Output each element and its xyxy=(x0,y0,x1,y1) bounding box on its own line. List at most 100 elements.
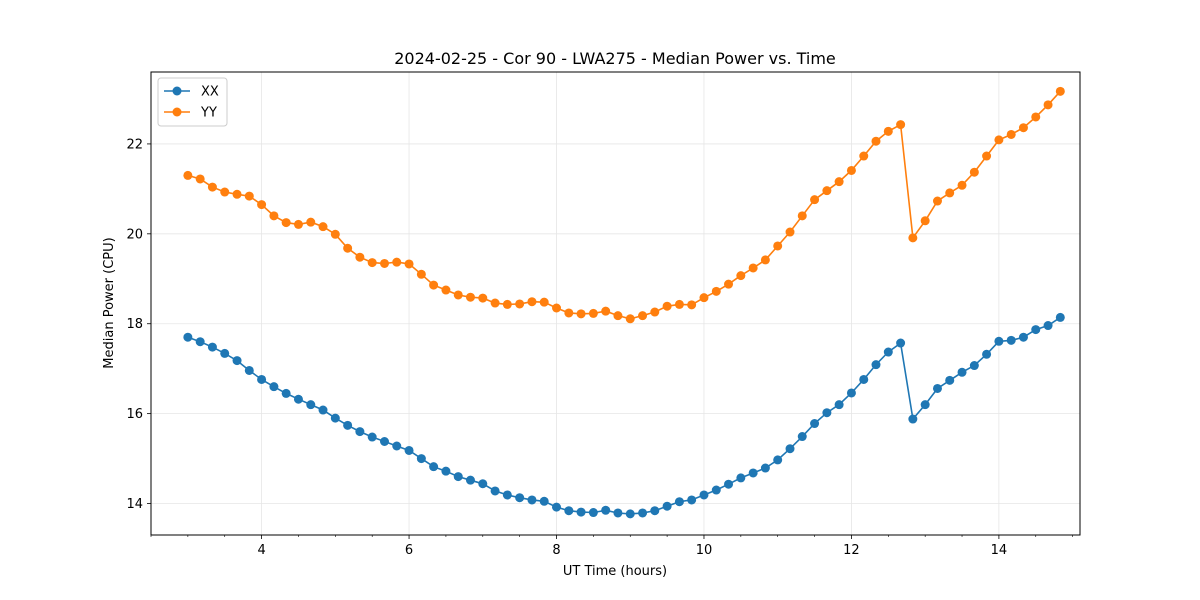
data-point-yy xyxy=(306,217,316,227)
legend-marker-yy xyxy=(172,107,182,117)
data-point-xx xyxy=(392,441,402,451)
data-point-yy xyxy=(367,258,377,268)
x-tick-label: 14 xyxy=(991,543,1008,558)
data-point-xx xyxy=(1018,332,1028,342)
data-point-yy xyxy=(810,195,820,205)
data-point-xx xyxy=(724,479,734,489)
x-tick-label: 4 xyxy=(257,543,265,558)
data-point-yy xyxy=(748,263,758,273)
data-point-yy xyxy=(1043,100,1053,110)
data-point-xx xyxy=(183,332,193,342)
data-point-xx xyxy=(257,374,267,384)
data-point-xx xyxy=(662,501,672,511)
data-point-xx xyxy=(957,367,967,377)
data-point-yy xyxy=(638,311,648,321)
data-point-xx xyxy=(416,454,426,464)
data-point-yy xyxy=(465,292,475,302)
data-point-yy xyxy=(257,200,267,210)
data-point-xx xyxy=(883,347,893,357)
data-point-yy xyxy=(662,301,672,311)
data-point-xx xyxy=(1055,312,1065,322)
data-point-yy xyxy=(822,186,832,196)
data-point-yy xyxy=(490,298,500,308)
data-point-xx xyxy=(773,455,783,465)
data-point-yy xyxy=(699,293,709,303)
data-point-xx xyxy=(564,506,574,516)
data-point-yy xyxy=(552,303,562,313)
data-point-yy xyxy=(392,257,402,267)
data-point-yy xyxy=(625,314,635,324)
data-point-xx xyxy=(1043,321,1053,331)
data-point-xx xyxy=(441,466,451,476)
data-point-xx xyxy=(429,462,439,472)
y-tick-label: 16 xyxy=(126,407,143,422)
data-point-xx xyxy=(846,388,856,398)
data-point-yy xyxy=(232,189,242,199)
data-point-xx xyxy=(982,349,992,359)
data-point-yy xyxy=(736,271,746,281)
data-point-xx xyxy=(281,388,291,398)
x-tick-label: 6 xyxy=(405,543,413,558)
axes: 4 6 8 10 12 14 14 16 18 20 22 xyxy=(126,137,1073,558)
data-point-xx xyxy=(220,348,230,358)
data-point-yy xyxy=(404,259,414,269)
data-point-yy xyxy=(453,290,463,300)
data-point-xx xyxy=(588,508,598,518)
data-point-xx xyxy=(613,508,623,518)
data-point-yy xyxy=(1006,129,1016,139)
data-point-xx xyxy=(1031,325,1041,335)
data-point-yy xyxy=(441,285,451,295)
data-point-yy xyxy=(896,120,906,130)
data-point-xx xyxy=(355,427,365,437)
y-tick-label: 22 xyxy=(126,137,143,152)
data-point-yy xyxy=(539,297,549,307)
x-tick-label: 12 xyxy=(843,543,860,558)
data-point-xx xyxy=(330,413,340,423)
data-point-yy xyxy=(576,309,586,319)
x-tick-label: 10 xyxy=(696,543,713,558)
data-point-yy xyxy=(650,307,660,317)
x-axis-label: UT Time (hours) xyxy=(563,564,667,579)
y-tick-label: 18 xyxy=(126,317,143,332)
data-point-xx xyxy=(552,502,562,512)
data-point-xx xyxy=(1006,335,1016,345)
data-point-yy xyxy=(601,306,611,316)
data-point-xx xyxy=(736,473,746,483)
data-point-xx xyxy=(748,468,758,478)
data-point-xx xyxy=(908,414,918,424)
data-point-xx xyxy=(343,420,353,430)
data-point-yy xyxy=(588,308,598,318)
data-point-xx xyxy=(502,490,512,500)
data-point-xx xyxy=(760,463,770,473)
data-point-yy xyxy=(244,191,254,201)
data-point-xx xyxy=(576,507,586,517)
data-point-xx xyxy=(920,400,930,410)
data-point-yy xyxy=(515,299,525,309)
data-point-xx xyxy=(785,444,795,454)
data-point-yy xyxy=(380,258,390,268)
plot-series xyxy=(183,86,1065,519)
legend: XX YY xyxy=(157,77,228,127)
y-tick-label: 14 xyxy=(126,497,143,512)
data-point-yy xyxy=(724,279,734,289)
data-point-xx xyxy=(269,382,279,392)
data-point-xx xyxy=(490,486,500,496)
data-point-xx xyxy=(687,495,697,505)
data-point-yy xyxy=(269,211,279,221)
data-point-yy xyxy=(969,167,979,177)
data-point-yy xyxy=(330,229,340,239)
data-point-yy xyxy=(527,297,537,307)
data-point-xx xyxy=(822,408,832,418)
data-point-yy xyxy=(982,151,992,161)
data-point-yy xyxy=(785,227,795,237)
data-point-xx xyxy=(478,479,488,489)
data-point-yy xyxy=(994,135,1004,145)
data-point-xx xyxy=(711,485,721,495)
chart-title: 2024-02-25 - Cor 90 - LWA275 - Median Po… xyxy=(394,49,836,68)
data-point-yy xyxy=(318,222,328,232)
data-point-yy xyxy=(957,180,967,190)
data-point-yy xyxy=(343,243,353,253)
data-point-xx xyxy=(871,360,881,370)
